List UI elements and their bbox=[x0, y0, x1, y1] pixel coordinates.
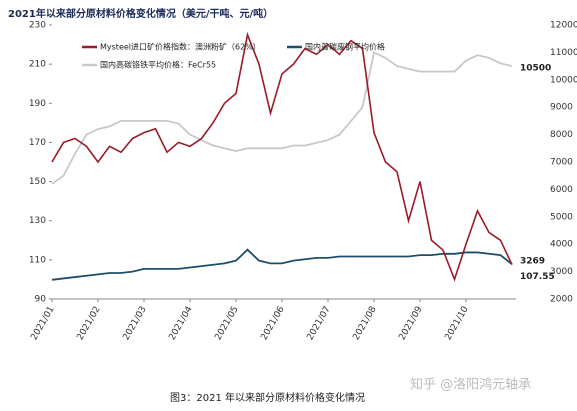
y-tick-label: 190 bbox=[29, 99, 46, 109]
x-tick-label: 2021/08 bbox=[351, 305, 378, 343]
x-tick-label: 2021/03 bbox=[121, 305, 148, 342]
x-tick-label: 2021/06 bbox=[259, 305, 286, 343]
series-line bbox=[51, 31, 513, 282]
y-tick-label: 210 bbox=[29, 60, 46, 70]
y2-tick-label: 8000 bbox=[550, 130, 573, 140]
legend-label: 国内高碳铬铁平均价格：FeCr55 bbox=[100, 60, 216, 70]
series-line bbox=[51, 248, 513, 281]
y2-tick-label: 5000 bbox=[550, 212, 573, 222]
y-tick-label: 90 bbox=[35, 295, 47, 305]
caption: 图3：2021 年以来部分原材料价格变化情况 bbox=[170, 391, 365, 404]
x-tick-label: 2021/09 bbox=[397, 305, 424, 343]
y-tick-label: 110 bbox=[29, 255, 46, 265]
watermark: 知乎 @洛阳鸿元轴承 bbox=[410, 377, 531, 393]
y2-tick-label: 12000 bbox=[550, 21, 577, 31]
y2-tick-label: 6000 bbox=[550, 185, 573, 195]
y-tick-label: 130 bbox=[29, 216, 46, 226]
y2-tick-label: 3000 bbox=[550, 267, 573, 277]
series-line bbox=[51, 51, 513, 185]
y2-tick-label: 4000 bbox=[550, 240, 573, 250]
y2-tick-label: 10000 bbox=[550, 75, 577, 85]
y-tick-label: 230 bbox=[29, 21, 46, 31]
x-tick-label: 2021/07 bbox=[305, 305, 332, 342]
end-value-label: 10500 bbox=[520, 64, 551, 74]
y2-tick-label: 9000 bbox=[550, 103, 573, 113]
end-value-label: 107.55 bbox=[520, 272, 555, 282]
end-value-label: 3269 bbox=[520, 257, 545, 267]
x-tick-label: 2021/10 bbox=[443, 305, 470, 343]
x-tick-label: 2021/04 bbox=[167, 305, 194, 343]
chart-title: 2021年以来部分原材料价格变化情况（美元/干吨、元/吨） bbox=[8, 7, 273, 20]
legend-label: Mysteel进口矿价格指数：澳洲粉矿（62%） bbox=[100, 42, 261, 52]
legend-label: 国内普碳废钢平均价格 bbox=[305, 42, 385, 52]
x-tick-label: 2021/05 bbox=[213, 305, 240, 342]
y-tick-label: 150 bbox=[29, 177, 46, 187]
y2-tick-label: 11000 bbox=[550, 48, 577, 58]
y2-tick-label: 2000 bbox=[550, 295, 573, 305]
x-tick-label: 2021/01 bbox=[29, 305, 56, 342]
y2-tick-label: 7000 bbox=[550, 158, 573, 168]
y-tick-label: 170 bbox=[29, 138, 46, 148]
x-tick-label: 2021/02 bbox=[75, 305, 102, 342]
